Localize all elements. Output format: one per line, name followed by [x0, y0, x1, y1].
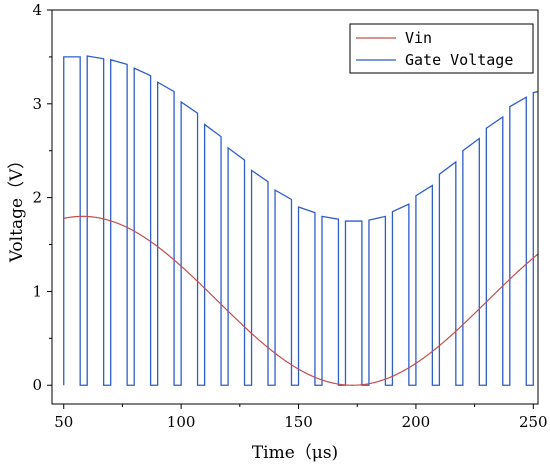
y-tick-label-4: 4 [32, 1, 42, 19]
axes-ticks: 50 100 150 200 250 0 1 2 3 4 [32, 1, 547, 431]
series-gate-voltage [63, 55, 538, 386]
y-tick-label-2: 2 [32, 189, 42, 207]
y-tick-label-1: 1 [32, 282, 42, 300]
legend: Vin Gate Voltage [349, 23, 534, 74]
x-tick-label-200: 200 [402, 413, 431, 431]
legend-label-gate-voltage: Gate Voltage [405, 51, 513, 69]
series-vin [63, 215, 538, 386]
x-tick-label-50: 50 [54, 413, 73, 431]
legend-box [349, 23, 534, 74]
x-axis-title: Time（μs) [252, 443, 338, 463]
plot-frame [51, 9, 539, 405]
y-tick-label-0: 0 [32, 376, 42, 394]
plot-area [63, 55, 538, 386]
y-tick-label-3: 3 [32, 95, 42, 113]
x-tick-label-150: 150 [284, 413, 313, 431]
x-tick-label-100: 100 [167, 413, 196, 431]
x-tick-label-250: 250 [519, 413, 548, 431]
legend-label-vin: Vin [405, 29, 432, 47]
y-axis-title: Voltage（V） [7, 152, 27, 264]
